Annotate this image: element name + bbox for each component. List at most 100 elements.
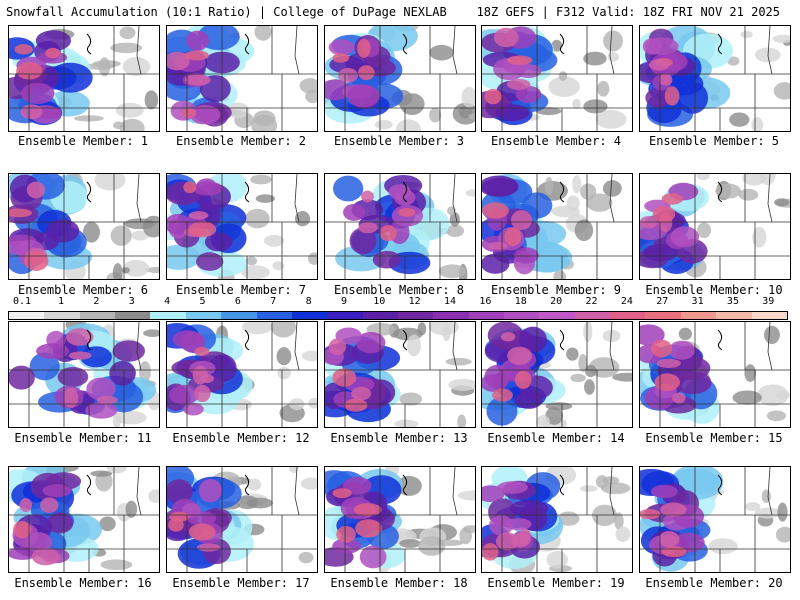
snow-heavy-area	[482, 175, 519, 197]
snow-heavy-area	[185, 30, 210, 51]
state-boundary	[452, 322, 458, 371]
colorbar-label: 0.1	[12, 296, 32, 307]
snow-light-area	[545, 406, 564, 425]
snow-heavy-area	[507, 55, 533, 65]
snow-heavy-area	[394, 189, 416, 206]
snow-light-area	[449, 212, 460, 227]
snow-light-area	[138, 361, 151, 383]
snow-heavy-area	[504, 227, 522, 247]
snow-heavy-area	[183, 402, 204, 416]
snow-light-area	[579, 485, 598, 492]
snow-heavy-area	[336, 526, 356, 543]
snow-heavy-area	[668, 340, 696, 360]
snow-light-area	[299, 78, 317, 94]
snow-light-area	[90, 470, 113, 477]
colorbar-label: 2	[93, 296, 100, 307]
snow-light-area	[123, 259, 150, 277]
snow-heavy-area	[183, 181, 197, 194]
snow-heavy-area	[482, 202, 509, 219]
snow-light-area	[143, 329, 159, 337]
colorbar-label: 9	[340, 296, 347, 307]
snow-light-area	[708, 538, 738, 555]
snow-light-area	[584, 379, 595, 395]
snow-heavy-area	[379, 225, 397, 242]
member-label: Ensemble Member: 14	[487, 431, 625, 445]
river-line	[559, 474, 565, 496]
snow-light-area	[438, 264, 466, 279]
snow-light-area	[94, 174, 126, 191]
snow-heavy-area	[642, 38, 663, 55]
snow-light-area	[394, 419, 419, 427]
snow-heavy-area	[351, 386, 372, 401]
snow-heavy-area	[372, 250, 402, 269]
snowfall-map	[325, 322, 475, 427]
snow-light-area	[572, 98, 581, 109]
snow-heavy-area	[358, 222, 378, 234]
colorbar-swatch	[751, 312, 787, 319]
snow-light-area	[418, 536, 446, 556]
ensemble-map-panel	[481, 321, 633, 428]
snow-heavy-area	[109, 360, 136, 386]
snow-heavy-area	[492, 388, 513, 402]
snow-heavy-area	[654, 373, 680, 392]
snow-light-area	[558, 71, 568, 81]
snow-heavy-area	[515, 64, 542, 79]
snow-heavy-area	[510, 210, 533, 230]
river-line	[244, 329, 250, 351]
snow-light-area	[395, 119, 421, 131]
snow-light-area	[110, 42, 143, 54]
state-boundary	[136, 26, 142, 75]
snow-heavy-area	[184, 74, 211, 86]
snow-light-area	[301, 350, 317, 362]
snow-light-area	[307, 252, 317, 265]
ensemble-map-panel	[8, 25, 160, 132]
member-label: Ensemble Member: 7	[175, 283, 307, 297]
snow-light-area	[119, 26, 136, 40]
member-label: Ensemble Member: 9	[490, 283, 622, 297]
river-line	[717, 329, 723, 351]
ensemble-map-panel	[324, 321, 476, 428]
colorbar-label: 3	[128, 296, 135, 307]
snow-heavy-area	[204, 232, 233, 252]
snow-light-area	[572, 175, 582, 194]
snow-light-area	[255, 194, 275, 203]
snow-light-area	[246, 478, 262, 491]
river-line	[402, 33, 408, 55]
snowfall-map	[640, 467, 790, 572]
colorbar-label: 1	[58, 296, 65, 307]
snow-light-area	[678, 327, 692, 341]
snow-heavy-area	[489, 514, 513, 536]
snow-light-area	[144, 90, 159, 110]
member-label: Ensemble Member: 10	[645, 283, 783, 297]
snow-heavy-area	[514, 370, 532, 389]
river-line	[86, 33, 92, 55]
state-boundary	[294, 26, 300, 75]
colorbar-swatch	[291, 312, 328, 319]
member-label: Ensemble Member: 17	[172, 576, 310, 590]
snow-light-area	[766, 410, 787, 422]
state-boundary	[767, 467, 773, 516]
river-line	[244, 33, 250, 55]
snow-light-area	[276, 347, 292, 366]
snow-light-area	[121, 267, 130, 274]
snow-light-area	[277, 366, 291, 380]
snow-light-area	[595, 109, 627, 129]
river-line	[559, 329, 565, 351]
snow-heavy-area	[343, 203, 366, 221]
snowfall-map	[640, 322, 790, 427]
snow-light-area	[764, 325, 780, 345]
colorbar-label: 18	[514, 296, 527, 307]
snow-light-area	[461, 86, 475, 108]
colorbar-swatch	[44, 312, 80, 319]
colorbar-label: 16	[479, 296, 492, 307]
colorbar-swatch	[185, 312, 222, 319]
snow-heavy-area	[507, 346, 532, 365]
snow-light-area	[536, 414, 551, 427]
snow-light-area	[124, 218, 156, 230]
snow-heavy-area	[16, 62, 43, 80]
ensemble-map-panel	[324, 173, 476, 280]
snow-light-area	[756, 384, 789, 406]
snow-heavy-area	[677, 81, 709, 114]
snow-heavy-area	[488, 241, 508, 250]
snow-heavy-area	[515, 391, 543, 409]
